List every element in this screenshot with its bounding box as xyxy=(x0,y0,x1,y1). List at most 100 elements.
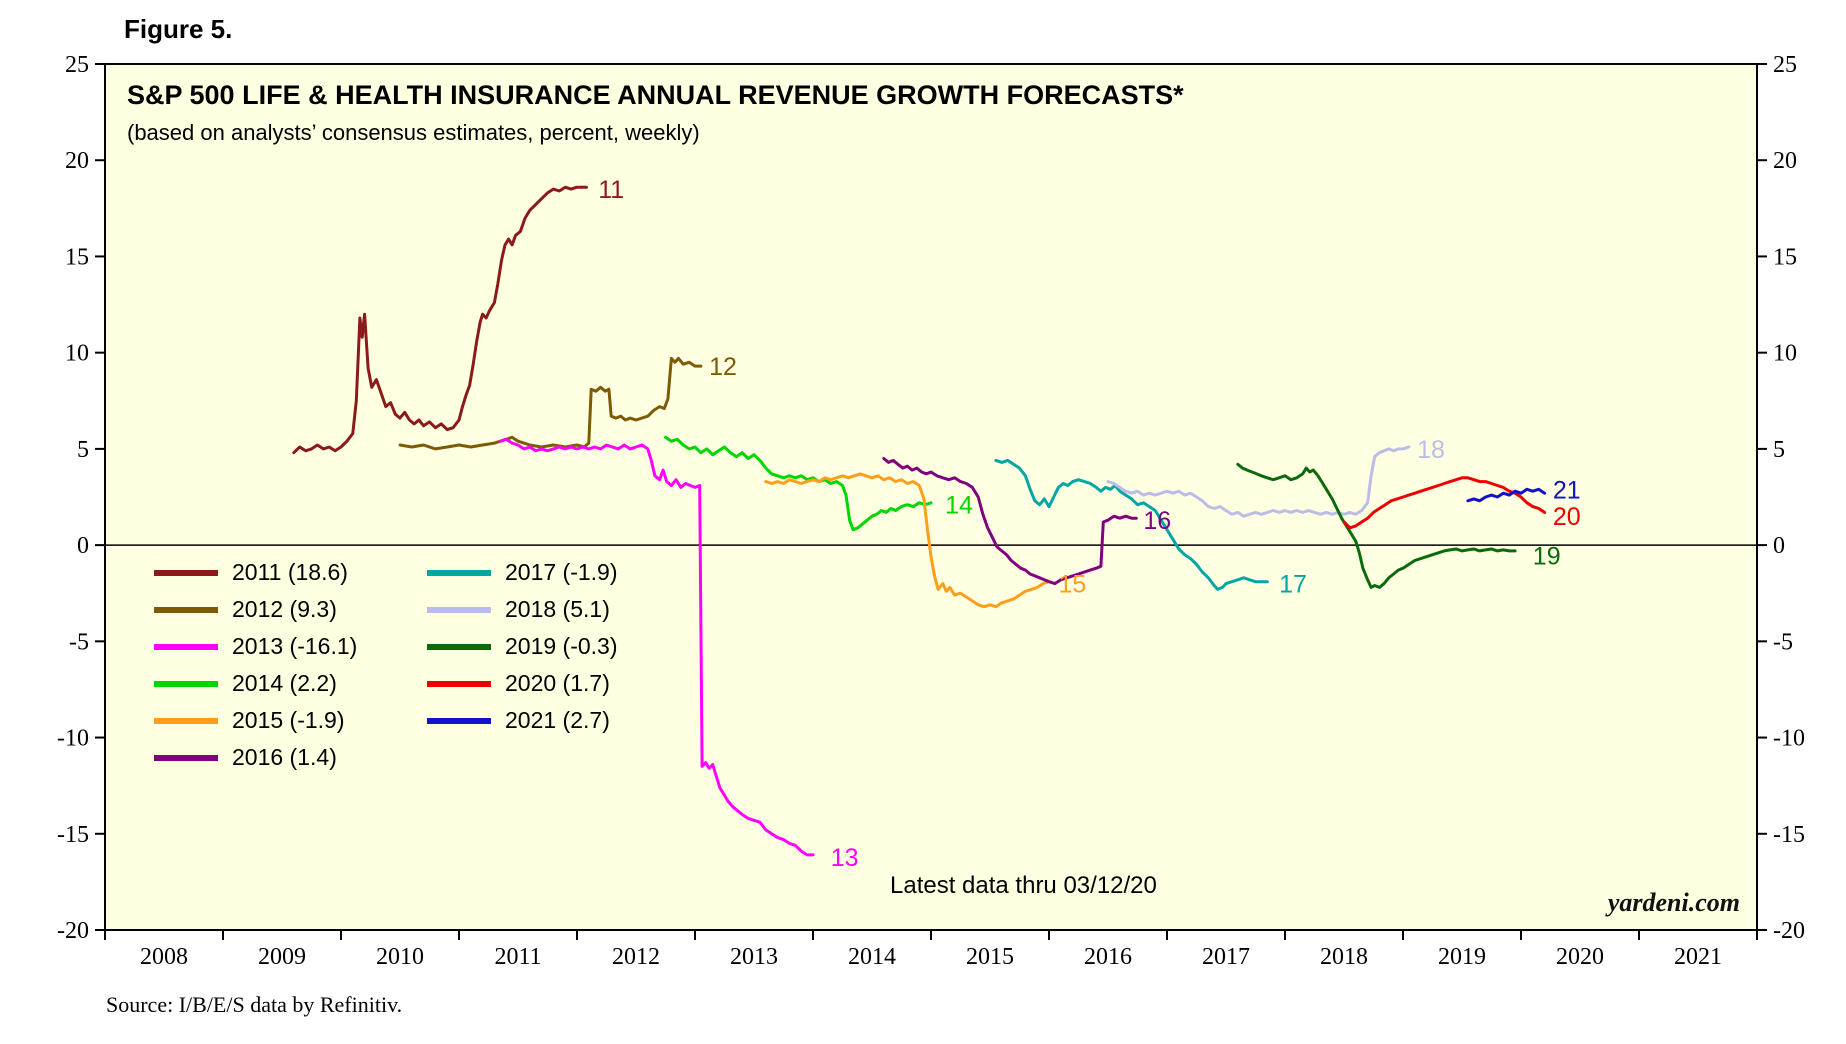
legend-swatch-2013 xyxy=(154,643,218,650)
series-end-label-2011: 11 xyxy=(598,176,624,204)
legend-swatch-2019 xyxy=(427,643,491,650)
series-line-2019 xyxy=(1236,462,1517,589)
y-axis-label-right: -15 xyxy=(1773,822,1805,848)
series-line-2018 xyxy=(1106,445,1411,518)
legend-label-2014: 2014 (2.2) xyxy=(232,670,337,696)
latest-data-note: Latest data thru 03/12/20 xyxy=(890,872,1157,899)
legend-swatch-2020 xyxy=(427,680,491,687)
x-axis-label: 2010 xyxy=(376,944,424,970)
series-line-2011 xyxy=(292,185,588,455)
y-axis-label-right: 0 xyxy=(1773,533,1785,559)
legend-item-2013: 2013 (-16.1) xyxy=(154,628,357,665)
y-axis-label-left: 0 xyxy=(77,533,89,559)
legend-swatch-2017 xyxy=(427,569,491,576)
figure-label: Figure 5. xyxy=(124,14,233,44)
chart-subtitle: (based on analysts’ consensus estimates,… xyxy=(127,120,700,145)
series-end-label-2019: 19 xyxy=(1533,543,1561,571)
series-line-2016 xyxy=(882,457,1138,586)
y-axis-label-right: 15 xyxy=(1773,244,1797,270)
series-end-label-2012: 12 xyxy=(709,353,737,381)
legend-item-2016: 2016 (1.4) xyxy=(154,739,357,776)
series-line-2021 xyxy=(1466,487,1547,503)
legend-label-2012: 2012 (9.3) xyxy=(232,596,337,622)
legend-item-2015: 2015 (-1.9) xyxy=(154,702,357,739)
x-axis-label: 2021 xyxy=(1674,944,1722,970)
legend-swatch-2018 xyxy=(427,606,491,613)
legend-swatch-2021 xyxy=(427,717,491,724)
legend-item-2017: 2017 (-1.9) xyxy=(427,554,618,591)
chart-title: S&P 500 LIFE & HEALTH INSURANCE ANNUAL R… xyxy=(127,80,1184,110)
legend-item-2019: 2019 (-0.3) xyxy=(427,628,618,665)
series-end-label-2018: 18 xyxy=(1417,436,1445,464)
y-axis-label-right: 20 xyxy=(1773,148,1797,174)
y-axis-label-left: -5 xyxy=(69,629,89,655)
series-end-label-2021: 21 xyxy=(1553,476,1581,504)
legend-swatch-2014 xyxy=(154,680,218,687)
y-axis-label-left: 20 xyxy=(65,148,89,174)
legend-item-2020: 2020 (1.7) xyxy=(427,665,618,702)
y-axis-label-left: -15 xyxy=(57,822,89,848)
series-end-label-2013: 13 xyxy=(831,844,859,872)
y-axis-label-right: 5 xyxy=(1773,437,1785,463)
legend-label-2020: 2020 (1.7) xyxy=(505,670,610,696)
y-axis-label-right: -20 xyxy=(1773,918,1805,944)
x-axis-label: 2019 xyxy=(1438,944,1486,970)
legend-label-2016: 2016 (1.4) xyxy=(232,744,337,770)
brand-yardeni: yardeni.com xyxy=(1607,888,1740,917)
y-axis-label-right: 25 xyxy=(1773,52,1797,78)
legend-item-2014: 2014 (2.2) xyxy=(154,665,357,702)
series-end-label-2014: 14 xyxy=(945,492,973,520)
series-line-2012 xyxy=(398,356,703,451)
legend-column-1: 2011 (18.6) 2012 (9.3) 2013 (-16.1) 2014 (2… xyxy=(154,554,357,776)
y-axis-label-left: 5 xyxy=(77,437,89,463)
legend-label-2018: 2018 (5.1) xyxy=(505,596,610,622)
legend-label-2019: 2019 (-0.3) xyxy=(505,633,618,659)
legend-swatch-2011 xyxy=(154,569,218,576)
y-axis-label-left: 25 xyxy=(65,52,89,78)
legend-item-2018: 2018 (5.1) xyxy=(427,591,618,628)
x-axis-label: 2012 xyxy=(612,944,660,970)
legend-swatch-2015 xyxy=(154,717,218,724)
y-axis-label-right: -5 xyxy=(1773,629,1793,655)
y-axis-label-left: -10 xyxy=(57,726,89,752)
legend-column-2: 2017 (-1.9) 2018 (5.1) 2019 (-0.3) 2020 (1.… xyxy=(427,554,618,739)
x-axis-label: 2013 xyxy=(730,944,778,970)
y-axis-label-right: -10 xyxy=(1773,726,1805,752)
x-axis-label: 2017 xyxy=(1202,944,1250,970)
legend-label-2013: 2013 (-16.1) xyxy=(232,633,358,659)
series-line-2014 xyxy=(664,435,933,532)
plot-area xyxy=(104,63,1758,931)
y-axis-label-left: -20 xyxy=(57,918,89,944)
legend-label-2021: 2021 (2.7) xyxy=(505,707,610,733)
legend-label-2017: 2017 (-1.9) xyxy=(505,559,618,585)
series-line-2015 xyxy=(764,472,1051,609)
legend-label-2011: 2011 (18.6) xyxy=(232,559,348,585)
y-axis-label-left: 15 xyxy=(65,244,89,270)
legend-swatch-2016 xyxy=(154,754,218,761)
series-end-label-2017: 17 xyxy=(1279,571,1307,599)
source-note: Source: I/B/E/S data by Refinitiv. xyxy=(106,992,403,1017)
series-line-2013 xyxy=(498,437,815,857)
x-axis-label: 2009 xyxy=(258,944,306,970)
x-axis-label: 2015 xyxy=(966,944,1014,970)
x-axis-label: 2018 xyxy=(1320,944,1368,970)
x-axis-label: 2011 xyxy=(494,944,541,970)
x-axis-label: 2016 xyxy=(1084,944,1132,970)
series-end-label-2016: 16 xyxy=(1143,507,1171,535)
y-axis-label-left: 10 xyxy=(65,341,89,367)
legend-swatch-2012 xyxy=(154,606,218,613)
series-end-label-2020: 20 xyxy=(1553,503,1581,531)
legend-item-2011: 2011 (18.6) xyxy=(154,554,357,591)
y-axis-label-right: 10 xyxy=(1773,341,1797,367)
x-axis-label: 2008 xyxy=(140,944,188,970)
x-axis-label: 2020 xyxy=(1556,944,1604,970)
series-line-2020 xyxy=(1342,476,1547,530)
series-line-2017 xyxy=(994,458,1269,591)
legend-label-2015: 2015 (-1.9) xyxy=(232,707,345,733)
legend-item-2012: 2012 (9.3) xyxy=(154,591,357,628)
series-end-label-2015: 15 xyxy=(1058,571,1086,599)
x-axis-label: 2014 xyxy=(848,944,896,970)
